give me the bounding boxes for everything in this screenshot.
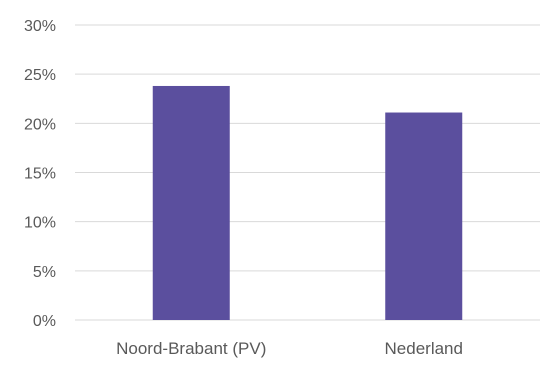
- y-tick-label: 5%: [33, 264, 56, 281]
- y-tick-label: 10%: [24, 215, 56, 232]
- x-axis-tick-labels: Noord-Brabant (PV) Nederland: [116, 339, 463, 358]
- bars: [152, 85, 463, 321]
- gridlines: [75, 24, 540, 321]
- y-tick-label: 15%: [24, 166, 56, 183]
- y-tick-label: 25%: [24, 67, 56, 84]
- x-tick-label: Nederland: [385, 339, 463, 358]
- y-tick-label: 0%: [33, 313, 56, 330]
- y-axis-tick-labels: 0% 5% 10% 15% 20% 25% 30%: [24, 18, 56, 330]
- y-tick-label: 20%: [24, 116, 56, 133]
- bar-noord-brabant-pv: [152, 85, 230, 320]
- x-tick-label: Noord-Brabant (PV): [116, 339, 266, 358]
- y-tick-label: 30%: [24, 18, 56, 35]
- bar-nederland: [385, 112, 463, 321]
